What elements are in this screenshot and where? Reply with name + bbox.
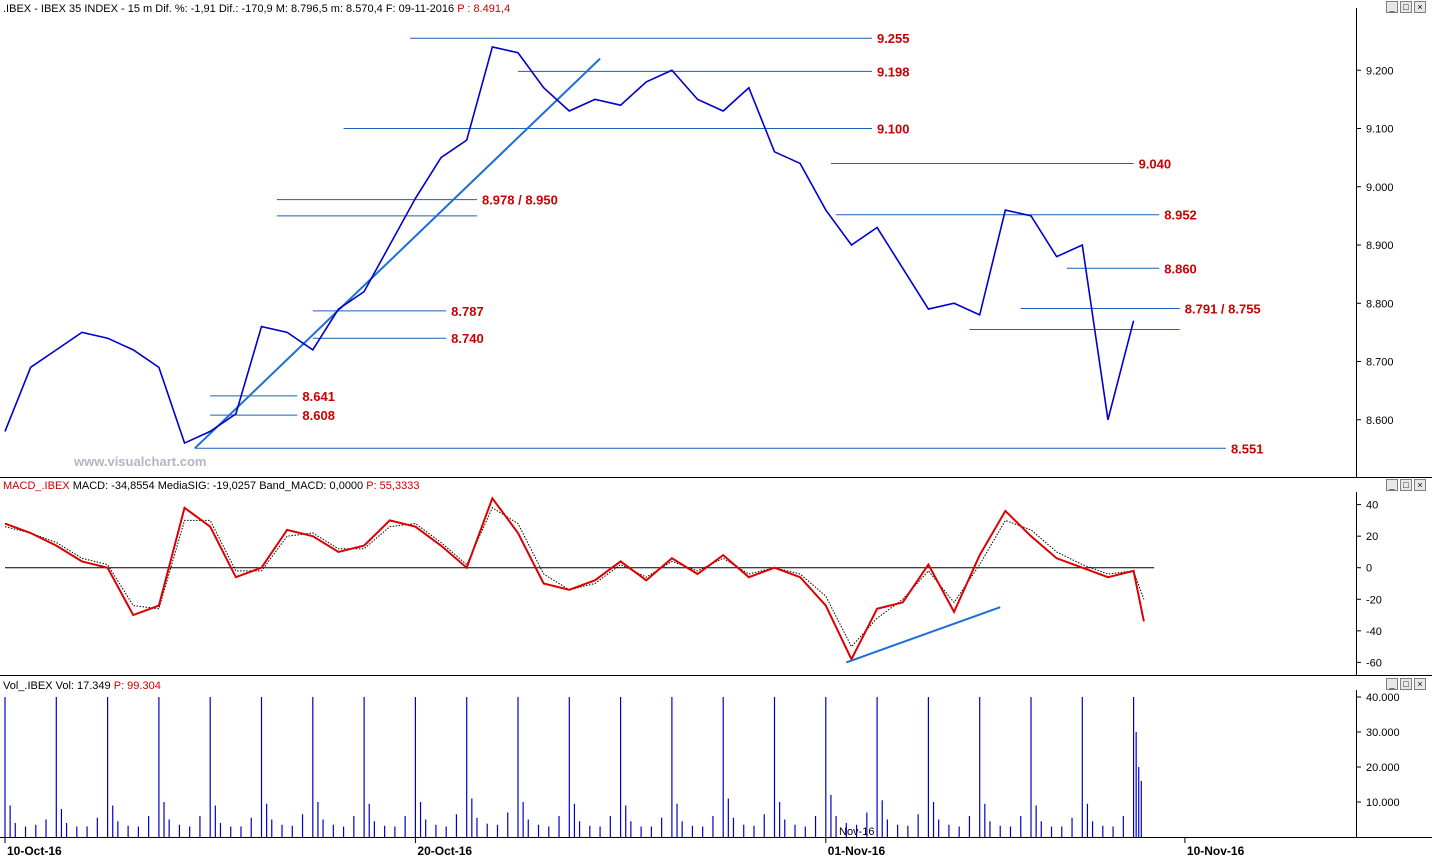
price-axis-tick-label: 8.800 — [1366, 298, 1394, 310]
level-label: 8.787 — [451, 304, 484, 319]
price-trendline — [194, 57, 601, 450]
volume-axis-tick-label: 40.000 — [1366, 692, 1400, 704]
level-label: 9.198 — [877, 64, 910, 79]
level-label: 8.952 — [1164, 208, 1197, 223]
price-axis-tick-label: 8.700 — [1366, 357, 1394, 369]
macd-plot — [4, 496, 1155, 664]
macd-signal-line — [4, 507, 1145, 648]
macd-panel-title: MACD_.IBEX MACD: -34,8554 MediaSIG: -19,… — [3, 480, 419, 492]
minimize-button[interactable]: _ — [1386, 1, 1398, 13]
price-series-line — [4, 46, 1135, 445]
volume-axis-tick-label: 10.000 — [1366, 797, 1400, 809]
level-label: 8.608 — [302, 408, 335, 423]
support-resistance-levels: 9.255 9.198 9.100 9.040 8.978 / 8.950 8.952 8.… — [194, 31, 1264, 456]
close-button[interactable]: × — [1414, 1, 1426, 13]
close-button[interactable]: × — [1414, 678, 1426, 690]
x-axis-label: 10-Oct-16 — [7, 844, 62, 857]
level-label: 8.740 — [451, 331, 484, 346]
price-axis-tick-label: 9.100 — [1366, 124, 1394, 136]
price-panel-window-controls: _ □ × — [1386, 1, 1426, 13]
level-label: 9.100 — [877, 122, 910, 137]
close-button[interactable]: × — [1414, 479, 1426, 491]
price-panel-title: .IBEX - IBEX 35 INDEX - 15 m Dif. %: -1,… — [3, 3, 510, 15]
axes: 8.600 8.700 8.800 8.900 9.000 9.100 9.200 40 20 0… — [4, 65, 1400, 858]
x-axis-label: 10-Nov-16 — [1187, 844, 1245, 857]
macd-axis-tick-label: -20 — [1366, 594, 1382, 606]
maximize-button[interactable]: □ — [1400, 479, 1412, 491]
level-label: 9.255 — [877, 31, 910, 46]
level-label: 8.551 — [1231, 441, 1264, 456]
macd-axis-tick-label: 40 — [1366, 500, 1378, 512]
level-label: 8.978 / 8.950 — [482, 193, 558, 208]
level-label: 8.641 — [302, 389, 335, 404]
panel-frames — [0, 8, 1432, 838]
minimize-button[interactable]: _ — [1386, 479, 1398, 491]
maximize-button[interactable]: □ — [1400, 678, 1412, 690]
price-axis-tick-label: 8.600 — [1366, 415, 1394, 427]
volume-panel-window-controls: _ □ × — [1386, 678, 1426, 690]
volume-panel-title: Vol_.IBEX Vol: 17.349 P: 99.304 — [3, 680, 161, 692]
volume-bars — [4, 697, 1142, 837]
price-axis-tick-label: 9.200 — [1366, 65, 1394, 77]
watermark: www.visualchart.com — [73, 454, 206, 469]
level-label: 8.860 — [1164, 261, 1197, 276]
macd-panel-window-controls: _ □ × — [1386, 479, 1426, 491]
maximize-button[interactable]: □ — [1400, 1, 1412, 13]
x-axis-label: 01-Nov-16 — [828, 844, 886, 857]
macd-axis-tick-label: 20 — [1366, 531, 1378, 543]
price-axis-tick-label: 9.000 — [1366, 182, 1394, 194]
price-axis-tick-label: 8.900 — [1366, 240, 1394, 252]
macd-axis-tick-label: -60 — [1366, 657, 1382, 669]
level-label: 9.040 — [1139, 156, 1172, 171]
macd-divergence-trendline — [845, 606, 1001, 664]
volume-axis-tick-label: 20.000 — [1366, 762, 1400, 774]
x-axis-label: 20-Oct-16 — [417, 844, 472, 857]
minimize-button[interactable]: _ — [1386, 678, 1398, 690]
level-label: 8.791 / 8.755 — [1185, 301, 1261, 316]
macd-line — [4, 496, 1145, 662]
price-plot — [4, 46, 1135, 445]
volume-axis-tick-label: 30.000 — [1366, 727, 1400, 739]
macd-axis-tick-label: 0 — [1366, 563, 1372, 575]
macd-axis-tick-label: -40 — [1366, 626, 1382, 638]
